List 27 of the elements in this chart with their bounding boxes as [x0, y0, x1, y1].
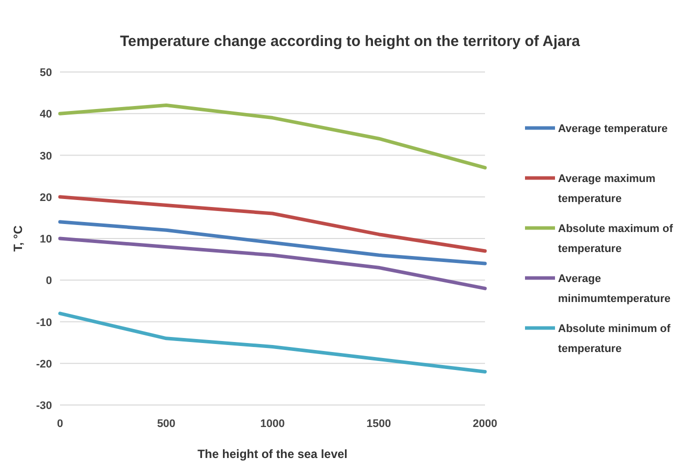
line-series: [58, 104, 487, 170]
y-tick-label: 40: [40, 108, 52, 121]
legend-label: Absolute maximum of temperature: [558, 223, 674, 255]
y-tick-label: -30: [36, 400, 52, 412]
x-tick-label: 500: [157, 418, 176, 430]
line-series: [58, 195, 487, 253]
x-tick-label: 0: [56, 418, 64, 430]
x-axis-title: The height of the sea level: [197, 447, 348, 461]
y-tick-label: 10: [40, 234, 52, 246]
legend-label: Average minimumtemperature: [558, 273, 670, 305]
line-series: [58, 220, 487, 266]
y-tick-label: 50: [40, 67, 52, 79]
y-tick-label: 30: [40, 150, 52, 162]
y-tick-label: -10: [36, 316, 52, 329]
y-tick-label: 0: [46, 275, 52, 288]
chart-title: Temperature change according to height on the territory of Ajara: [120, 33, 581, 50]
line-series: [58, 312, 487, 374]
line-series: [58, 236, 487, 290]
legend-label: Absolute minimum of temperature: [558, 323, 671, 355]
x-tick-label: 1000: [260, 418, 285, 430]
legend-label: Average temperature: [558, 123, 668, 135]
y-tick-label: 20: [40, 192, 52, 204]
x-tick-label: 1500: [366, 418, 391, 430]
y-tick-label: -20: [36, 358, 52, 370]
legend-label: Average maximum temperature: [558, 173, 656, 205]
x-tick-label: 2000: [472, 418, 498, 430]
y-axis-title: T, °C: [11, 225, 25, 252]
